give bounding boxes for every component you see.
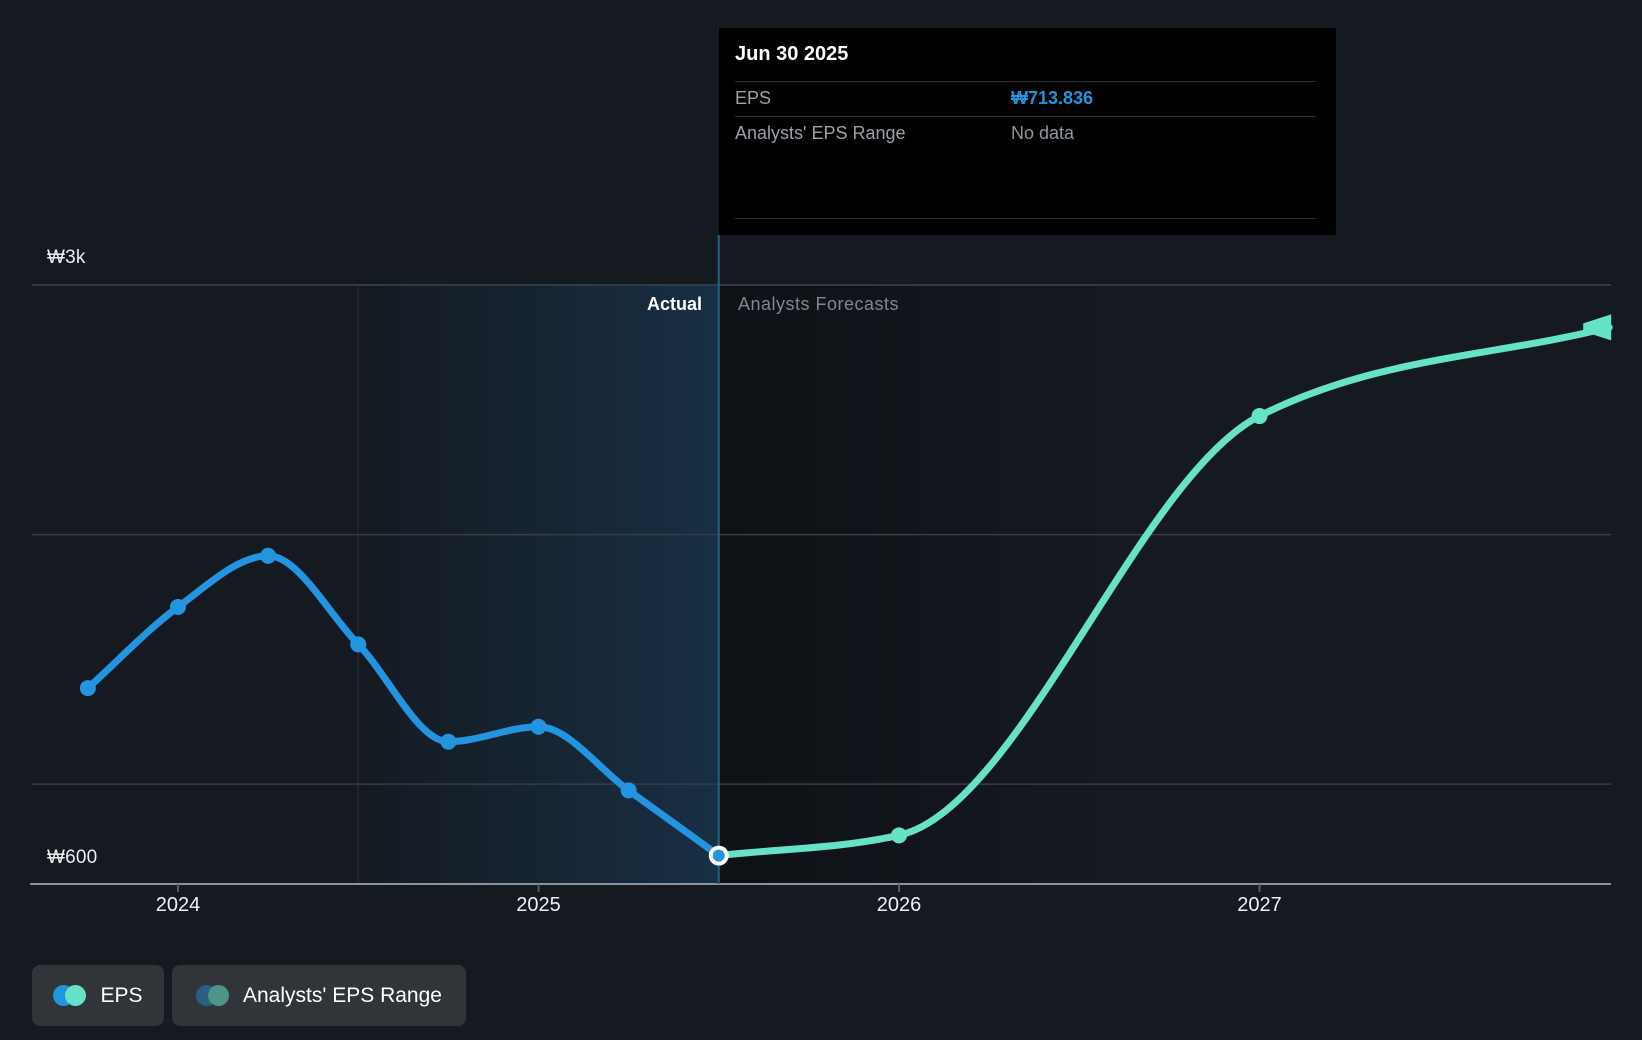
- tooltip-divider: [735, 81, 1316, 82]
- forecast-label: Analysts Forecasts: [738, 294, 900, 314]
- tooltip: Jun 30 2025 EPS ₩713.836 Analysts' EPS R…: [719, 28, 1336, 235]
- x-tick-label-2026: 2026: [876, 894, 922, 916]
- eps-forecast-line: [715, 323, 1613, 860]
- forecast-data-point[interactable]: [1251, 408, 1268, 425]
- legend-eps-button[interactable]: EPS: [32, 965, 164, 1026]
- eps-data-point[interactable]: [440, 733, 457, 750]
- tooltip-divider: [735, 218, 1316, 219]
- x-tick-label-2025: 2025: [516, 894, 561, 916]
- tooltip-eps-label: EPS: [735, 88, 772, 108]
- selected-data-point-core: [712, 849, 725, 862]
- forecast-data-point[interactable]: [891, 827, 907, 844]
- legend-eps-label: EPS: [100, 983, 143, 1007]
- tooltip-divider: [735, 116, 1316, 117]
- tooltip-date: Jun 30 2025: [735, 43, 849, 65]
- y-axis-label-top: ₩3k: [47, 247, 86, 268]
- eps-data-point[interactable]: [620, 782, 637, 799]
- eps-data-point[interactable]: [170, 598, 186, 615]
- eps-data-point[interactable]: [79, 680, 96, 697]
- eps-data-point[interactable]: [530, 718, 547, 735]
- forecast-zone-shade: [718, 285, 1611, 884]
- eps-data-point[interactable]: [350, 636, 367, 653]
- legend-eps-range-label: Analysts' EPS Range: [243, 983, 442, 1007]
- tooltip-eps-value: ₩713.836: [1011, 88, 1094, 108]
- x-tick-label-2027: 2027: [1237, 894, 1282, 916]
- legend-eps-range-button[interactable]: Analysts' EPS Range: [172, 965, 466, 1026]
- eps-legend-icon: [53, 985, 87, 1006]
- y-axis-label-bottom: ₩600: [47, 847, 98, 868]
- legend: EPS Analysts' EPS Range: [32, 965, 466, 1026]
- tooltip-range-value: No data: [1011, 123, 1075, 143]
- x-tick-label-2024: 2024: [155, 894, 201, 916]
- actual-label: Actual: [646, 294, 702, 314]
- tooltip-row-range: Analysts' EPS Range No data: [735, 116, 1316, 151]
- forecast-arrow-icon: [1583, 314, 1612, 341]
- eps-data-point[interactable]: [260, 547, 277, 564]
- eps-range-legend-icon: [196, 985, 229, 1006]
- tooltip-row-eps: EPS ₩713.836: [735, 81, 1316, 116]
- tooltip-range-label: Analysts' EPS Range: [735, 123, 906, 143]
- actual-highlight-band: [358, 285, 719, 884]
